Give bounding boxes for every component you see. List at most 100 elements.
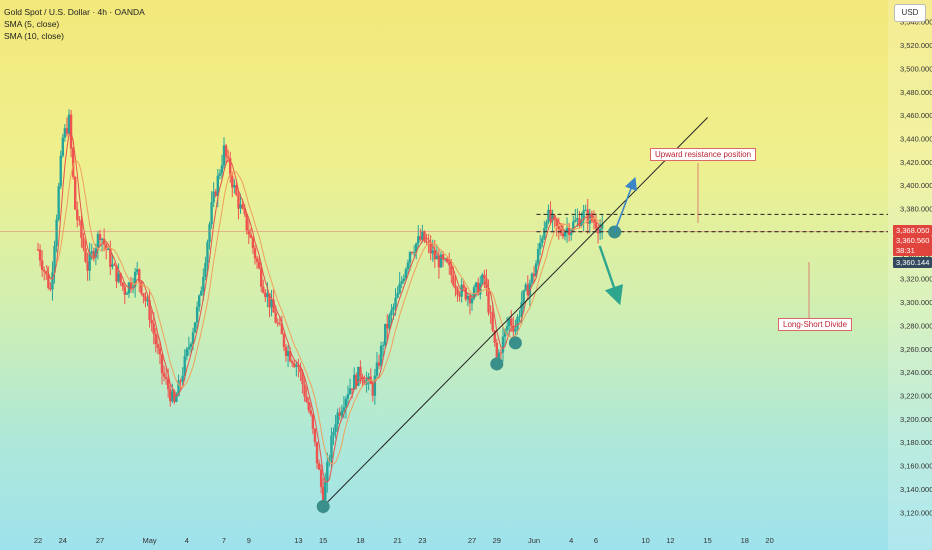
pivot-marker[interactable] [316, 499, 330, 513]
candle-body[interactable] [431, 250, 434, 254]
candle-body[interactable] [522, 290, 525, 303]
candle-body[interactable] [322, 487, 325, 509]
candle-body[interactable] [576, 218, 579, 220]
candle-body[interactable] [363, 381, 366, 385]
legend-sma10[interactable]: SMA (10, close) [4, 31, 64, 41]
candle-body[interactable] [324, 481, 327, 509]
candle-body[interactable] [528, 283, 532, 296]
candle-body[interactable] [142, 293, 145, 297]
candle-body[interactable] [131, 286, 135, 288]
candle-body[interactable] [144, 296, 147, 302]
candle-body[interactable] [222, 145, 226, 166]
candle-body[interactable] [332, 431, 335, 436]
candle-body[interactable] [357, 366, 360, 386]
candle-body[interactable] [183, 356, 186, 376]
candle-body[interactable] [291, 361, 294, 364]
candle-body[interactable] [375, 362, 379, 376]
candle-body[interactable] [319, 469, 323, 488]
candle-body[interactable] [200, 290, 203, 296]
candle-body[interactable] [297, 364, 300, 367]
candle-body[interactable] [425, 241, 428, 243]
candle-body[interactable] [601, 224, 604, 229]
candle-body[interactable] [493, 330, 496, 343]
candle-body[interactable] [63, 128, 67, 138]
candle-body[interactable] [268, 293, 271, 308]
candle-body[interactable] [419, 236, 422, 240]
candle-body[interactable] [92, 251, 95, 258]
candle-body[interactable] [164, 376, 168, 379]
candle-body[interactable] [415, 243, 418, 253]
candle-body[interactable] [487, 288, 490, 313]
candle-body[interactable] [561, 233, 565, 237]
candle-body[interactable] [74, 176, 77, 210]
candle-body[interactable] [40, 260, 44, 270]
candle-body[interactable] [305, 396, 308, 402]
currency-button[interactable]: USD [894, 4, 926, 22]
candle-body[interactable] [582, 210, 585, 221]
candle-body[interactable] [98, 233, 102, 241]
candle-body[interactable] [503, 330, 507, 337]
candle-body[interactable] [140, 281, 143, 294]
candle-body[interactable] [295, 364, 298, 367]
candle-body[interactable] [350, 388, 354, 390]
candle-body[interactable] [105, 244, 108, 250]
annotation-divide[interactable]: Long-Short Divide [778, 318, 853, 331]
candle-body[interactable] [402, 278, 405, 282]
candle-body[interactable] [84, 248, 87, 262]
candle-body[interactable] [454, 285, 457, 289]
candle-body[interactable] [388, 315, 391, 329]
candle-body[interactable] [536, 249, 540, 264]
candle-body[interactable] [530, 273, 534, 284]
candle-body[interactable] [313, 428, 317, 442]
candle-body[interactable] [346, 393, 350, 399]
candle-body[interactable] [534, 263, 538, 277]
candle-body[interactable] [505, 326, 509, 331]
candle-body[interactable] [524, 284, 527, 291]
candle-body[interactable] [278, 323, 281, 325]
candle-body[interactable] [328, 458, 331, 462]
candle-body[interactable] [574, 219, 577, 222]
candle-body[interactable] [543, 228, 546, 239]
candle-body[interactable] [38, 249, 42, 261]
candle-body[interactable] [231, 176, 234, 188]
candle-body[interactable] [67, 114, 71, 134]
candle-body[interactable] [437, 255, 441, 268]
candle-body[interactable] [270, 299, 273, 308]
candle-body[interactable] [510, 318, 513, 326]
candle-body[interactable] [119, 273, 122, 283]
candle-body[interactable] [94, 248, 98, 258]
candle-body[interactable] [396, 293, 399, 298]
candle-body[interactable] [191, 332, 195, 344]
candle-body[interactable] [340, 410, 343, 416]
candle-body[interactable] [462, 284, 465, 288]
candle-body[interactable] [138, 269, 141, 282]
candle-body[interactable] [100, 238, 104, 241]
candle-body[interactable] [384, 323, 387, 346]
candle-body[interactable] [303, 384, 306, 397]
candle-body[interactable] [78, 219, 81, 221]
candle-body[interactable] [204, 263, 207, 277]
candle-body[interactable] [286, 351, 290, 357]
candle-body[interactable] [381, 345, 385, 347]
candle-body[interactable] [171, 391, 174, 402]
candle-body[interactable] [249, 234, 253, 238]
candle-body[interactable] [545, 222, 548, 229]
candle-body[interactable] [115, 265, 118, 282]
candle-body[interactable] [123, 286, 126, 295]
candle-body[interactable] [410, 252, 414, 254]
candle-body[interactable] [592, 220, 596, 223]
candle-body[interactable] [307, 401, 310, 411]
candle-body[interactable] [491, 312, 494, 331]
candle-body[interactable] [512, 325, 515, 332]
candle-body[interactable] [590, 213, 594, 221]
candle-body[interactable] [65, 128, 69, 134]
candle-body[interactable] [284, 347, 288, 357]
candle-body[interactable] [55, 219, 58, 246]
candle-body[interactable] [355, 374, 358, 386]
candle-body[interactable] [251, 237, 255, 249]
candle-body[interactable] [565, 227, 569, 232]
candle-body[interactable] [317, 463, 321, 470]
candle-body[interactable] [216, 175, 219, 196]
candle-body[interactable] [470, 298, 474, 304]
